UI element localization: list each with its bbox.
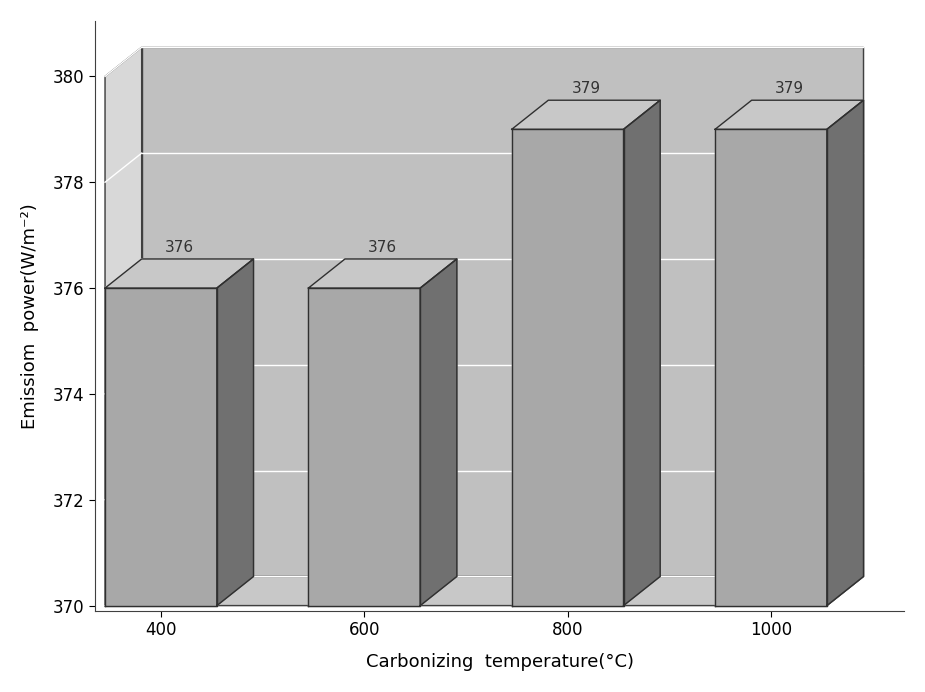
Polygon shape [715,129,827,606]
Text: 376: 376 [165,239,194,255]
Polygon shape [420,259,457,606]
Polygon shape [105,288,216,606]
Polygon shape [512,100,660,129]
Polygon shape [623,100,660,606]
Polygon shape [715,100,864,129]
Text: 379: 379 [775,81,804,96]
Polygon shape [308,259,457,288]
Polygon shape [105,259,253,288]
Polygon shape [105,47,142,606]
Text: 376: 376 [368,239,397,255]
X-axis label: Carbonizing  temperature(°C): Carbonizing temperature(°C) [365,653,634,671]
Polygon shape [216,259,253,606]
Y-axis label: Emissiom  power(W/m⁻²): Emissiom power(W/m⁻²) [21,203,39,429]
Text: 379: 379 [572,81,600,96]
Polygon shape [308,288,420,606]
Polygon shape [512,129,623,606]
Polygon shape [105,576,864,606]
Polygon shape [142,47,864,576]
Polygon shape [827,100,864,606]
